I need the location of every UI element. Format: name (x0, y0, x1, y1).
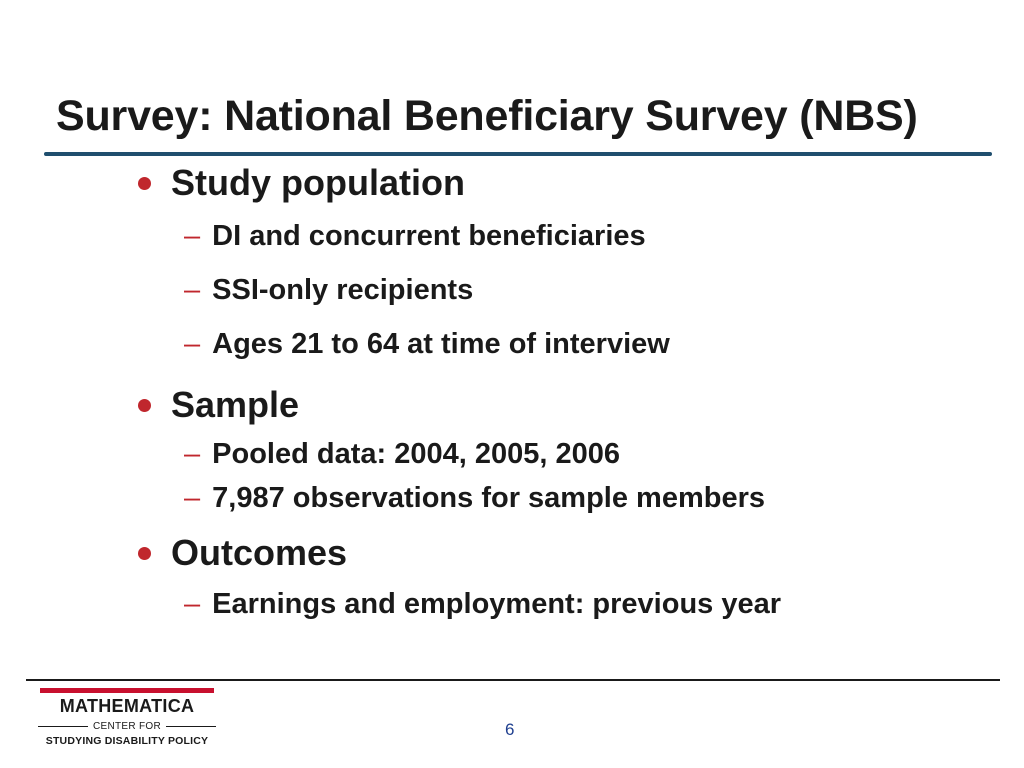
bullet-text: Study population (171, 162, 465, 203)
logo-bottom-text: STUDYING DISABILITY POLICY (45, 735, 209, 747)
logo-rule-left (38, 726, 88, 727)
bullet-text: Outcomes (171, 532, 348, 573)
dash-icon: – (184, 588, 201, 620)
logo-rule-right (166, 726, 216, 727)
logo-red-bar (40, 688, 214, 693)
subitem: – Earnings and employment: previous year (184, 588, 781, 621)
bullet-dot-icon (138, 176, 151, 190)
bullet-text: Sample (171, 384, 300, 425)
subitem-text: 7,987 observations for sample members (212, 482, 765, 514)
subitem: – Pooled data: 2004, 2005, 2006 (184, 438, 620, 471)
bullet-dot-icon (138, 546, 151, 560)
bullet-outcomes: Outcomes (138, 532, 347, 574)
subitem: – SSI-only recipients (184, 274, 473, 307)
subitem: – DI and concurrent beneficiaries (184, 220, 646, 253)
bullet-study-population: Study population (138, 162, 465, 204)
subitem-text: DI and concurrent beneficiaries (212, 220, 646, 252)
bullet-sample: Sample (138, 384, 299, 426)
bullet-dot-icon (138, 398, 151, 412)
subitem-text: Pooled data: 2004, 2005, 2006 (212, 438, 620, 470)
logo-center-for: CENTER FOR (38, 721, 216, 732)
dash-icon: – (184, 220, 201, 252)
bullet-list: Study population – DI and concurrent ben… (138, 162, 781, 621)
logo-name: MATHEMATICA (59, 696, 195, 716)
dash-icon: – (184, 274, 201, 306)
subitem-text: SSI-only recipients (212, 274, 474, 306)
dash-icon: – (184, 482, 201, 514)
footer-divider (26, 679, 1000, 681)
subitem-text: Earnings and employment: previous year (212, 588, 782, 620)
dash-icon: – (184, 438, 201, 470)
slide-title: Survey: National Beneficiary Survey (NBS… (56, 92, 918, 140)
logo-middle-text: CENTER FOR (93, 721, 161, 732)
subitem: – 7,987 observations for sample members (184, 482, 765, 515)
dash-icon: – (184, 328, 201, 360)
page-number: 6 (505, 720, 515, 739)
subitem-text: Ages 21 to 64 at time of interview (212, 328, 670, 360)
subitem: – Ages 21 to 64 at time of interview (184, 328, 670, 361)
mathematica-logo: MATHEMATICA CENTER FOR STUDYING DISABILI… (38, 688, 216, 752)
title-underline (44, 152, 992, 156)
